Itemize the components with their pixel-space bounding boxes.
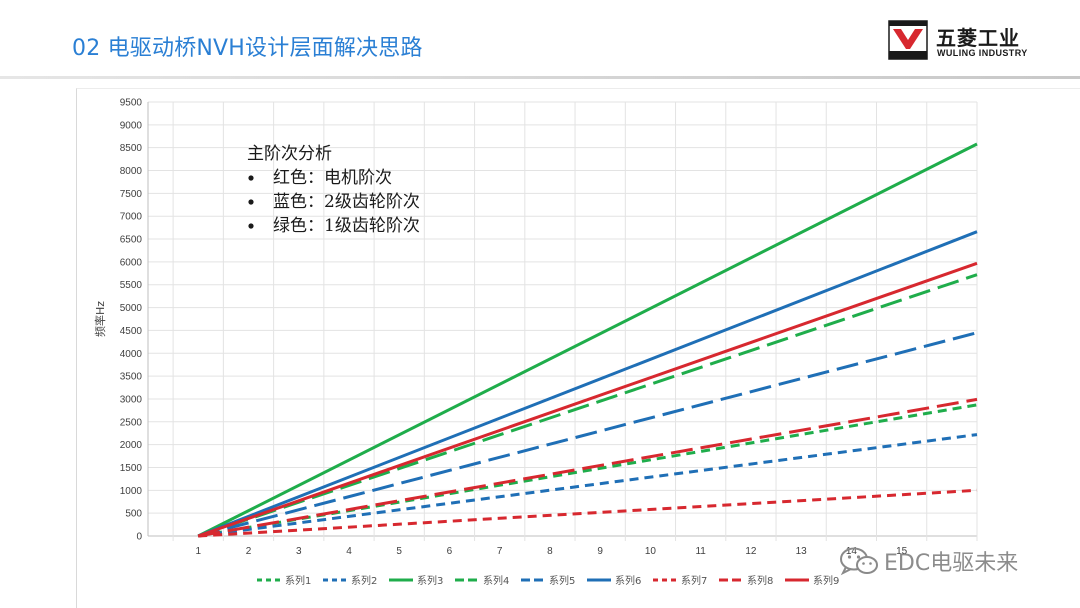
x-tick-label: 12: [745, 546, 757, 557]
x-tick-label: 11: [695, 546, 706, 557]
y-tick-label: 4500: [120, 326, 143, 337]
y-tick-label: 9000: [120, 120, 143, 131]
legend-label: 系列7: [681, 574, 707, 587]
y-axis-label: 频率Hz: [93, 301, 107, 337]
y-tick-label: 7500: [120, 189, 143, 200]
annotation-bullet: 绿色：1级齿轮阶次: [273, 216, 420, 236]
y-tick-label: 4000: [120, 349, 143, 360]
x-tick-label: 10: [645, 546, 657, 557]
annotation-bullet: 蓝色：2级齿轮阶次: [273, 192, 420, 212]
legend-label: 系列5: [549, 574, 575, 587]
x-tick-label: 9: [597, 546, 603, 557]
series-line: [198, 433, 978, 538]
series-line: [198, 488, 978, 538]
x-tick-label: 6: [447, 546, 453, 557]
y-tick-label: 2000: [120, 440, 143, 451]
logo-chinese-name: 五菱工业: [936, 26, 1020, 50]
company-logo: 五菱工业 WULING INDUSTRY: [888, 20, 1048, 64]
wechat-icon: [840, 547, 878, 576]
annotation-bullet: 红色：电机阶次: [273, 168, 392, 188]
y-tick-label: 1000: [120, 486, 143, 497]
frequency-order-chart: 0 500 1000 1500 2000 2500 3000 3500 4000 4500 5000…: [93, 98, 978, 587]
x-tick-label: 2: [246, 546, 252, 557]
x-tick-label: 1: [195, 546, 201, 557]
series-line: [197, 331, 978, 538]
legend-label: 系列1: [285, 574, 311, 587]
watermark-text: EDC电驱未来: [884, 551, 1019, 576]
logo-english-name: WULING INDUSTRY: [937, 48, 1028, 58]
y-tick-label: 5000: [120, 303, 143, 314]
series-line: [197, 261, 978, 538]
x-tick-label: 3: [296, 546, 302, 557]
legend-label: 系列2: [351, 574, 377, 587]
y-tick-label: 6500: [120, 235, 143, 246]
y-tick-label: 6000: [120, 257, 143, 268]
x-tick-label: 5: [396, 546, 402, 557]
annotation-bullet-dot: [248, 223, 254, 229]
annotation-heading: 主阶次分析: [247, 144, 332, 164]
y-tick-label: 500: [125, 509, 142, 520]
x-tick-label: 13: [796, 546, 808, 557]
x-tick-label: 8: [547, 546, 553, 557]
y-tick-label: 3000: [120, 394, 143, 405]
header-divider: [0, 76, 1080, 79]
legend-label: 系列8: [747, 574, 773, 587]
x-tick-label: 15: [896, 546, 908, 557]
series-line: [197, 230, 978, 538]
y-tick-label: 8000: [120, 166, 143, 177]
y-tick-label: 7000: [120, 212, 143, 223]
y-tick-label: 9500: [120, 98, 143, 109]
y-tick-label: 8500: [120, 143, 143, 154]
y-tick-label: 2500: [120, 417, 143, 428]
annotation-bullet-dot: [248, 199, 254, 205]
x-tick-label: 14: [846, 546, 858, 557]
y-tick-label: 5500: [120, 280, 143, 291]
x-tick-label: 7: [497, 546, 503, 557]
legend-label: 系列6: [615, 574, 641, 587]
series-line: [197, 397, 978, 538]
annotation-bullet-dot: [248, 175, 254, 181]
series-line: [197, 403, 978, 538]
y-tick-label: 3500: [120, 372, 143, 383]
logo-badge-icon: [888, 20, 928, 60]
y-tick-label: 1500: [120, 463, 143, 474]
slide-title: 02 电驱动桥NVH设计层面解决思路: [72, 36, 423, 61]
series-line: [197, 142, 978, 538]
legend-label: 系列3: [417, 574, 443, 587]
legend-label: 系列9: [813, 574, 839, 587]
series-line: [197, 273, 978, 538]
x-tick-label: 4: [346, 546, 352, 557]
y-tick-label: 0: [136, 532, 142, 543]
legend-label: 系列4: [483, 574, 509, 587]
chart-frame: 0 500 1000 1500 2000 2500 3000 3500 4000 4500 5000…: [76, 88, 1080, 608]
